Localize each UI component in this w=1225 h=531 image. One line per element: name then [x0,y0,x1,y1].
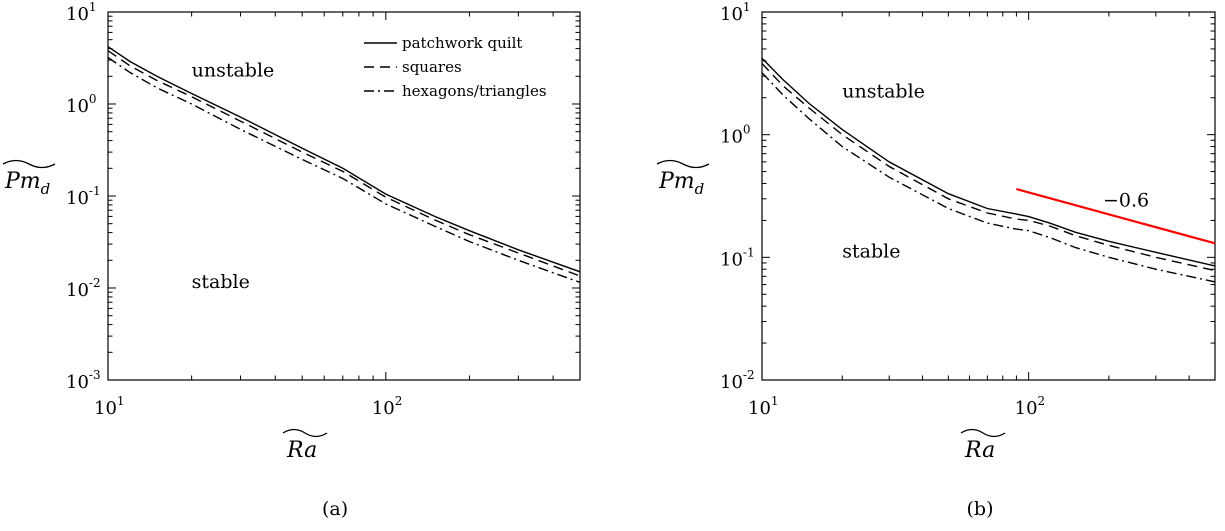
y-tick-label: 10-1 [720,245,755,270]
y-axis-label-main: Pm [4,169,41,194]
series-line-squares [108,50,580,277]
panel-label: (a) [322,498,348,520]
y-tick-exp: -1 [743,245,755,259]
plot-frame [107,11,581,381]
y-axis-label-main: Pm [658,169,695,194]
region-label-unstable: unstable [192,59,275,81]
y-tick-exp: -2 [89,276,101,290]
y-tick-base: 10 [720,4,743,25]
x-tick-label: 101 [94,394,125,419]
y-tick-label: 101 [66,0,97,25]
y-tick-label: 10-1 [66,184,101,209]
legend-entry: squares [402,58,462,76]
y-tick-label: 10-2 [720,368,755,393]
legend-entry: patchwork quilt [402,34,522,52]
x-tick-exp: 1 [771,394,779,408]
x-tick-base: 10 [748,398,771,419]
series-line-patchwork-quilt [108,46,580,273]
reference-slope-line [1016,188,1216,245]
y-tick-label: 100 [66,92,97,117]
y-axis-label-sub: d [695,180,705,198]
x-axis-label: Ra [964,438,995,463]
y-tick-exp: -1 [89,184,101,198]
y-tick-exp: 0 [743,123,751,137]
x-axis-label: Ra [286,438,317,463]
y-tick-base: 10 [720,249,743,270]
x-axis-label-tilde [960,428,1006,438]
y-tick-exp: -3 [89,368,101,382]
plot-frame [761,11,1216,381]
y-tick-label: 10-2 [66,276,101,301]
y-tick-base: 10 [66,188,89,209]
region-label-stable: stable [842,240,900,262]
y-tick-base: 10 [66,4,89,25]
legend-entry: hexagons/triangles [402,82,547,100]
y-tick-base: 10 [66,96,89,117]
y-axis-label: Pmd [4,169,50,198]
y-tick-exp: 0 [89,92,97,106]
x-tick-base: 10 [1015,398,1038,419]
x-tick-exp: 1 [117,394,125,408]
y-tick-base: 10 [720,372,743,393]
legend: patchwork quilt squares hexagons/triangles [364,34,547,100]
y-tick-label: 101 [720,0,751,25]
series-line-hexagons-triangles [108,56,580,284]
x-tick-exp: 2 [395,394,403,408]
x-tick-exp: 2 [1038,394,1046,408]
y-axis-label-tilde [2,159,56,169]
y-tick-exp: 1 [89,0,97,14]
panel-a: 101 10210110010-110-210-3RaPmdunstablesta… [2,0,581,520]
x-tick-label: 101 [748,394,779,419]
series-line-hexagons-triangles [762,72,1215,283]
panel-b: 101 10210110010-110-2RaPmdunstablestable−… [656,0,1216,520]
series-line-squares [762,63,1215,272]
y-tick-base: 10 [66,280,89,301]
x-tick-label: 102 [372,394,403,419]
series-line-patchwork-quilt [762,57,1215,267]
x-tick-label: 102 [1015,394,1046,419]
y-tick-label: 100 [720,123,751,148]
y-axis-label-tilde [656,159,710,169]
region-label-unstable: unstable [842,81,925,103]
y-tick-exp: -2 [743,368,755,382]
x-axis-label-tilde [282,428,328,438]
x-tick-base: 10 [372,398,395,419]
y-tick-exp: 1 [743,0,751,14]
x-tick-base: 10 [94,398,117,419]
slope-label: −0.6 [1103,189,1149,211]
y-tick-base: 10 [720,127,743,148]
y-axis-label-sub: d [41,180,51,198]
region-label-stable: stable [192,271,250,293]
panel-label: (b) [967,498,994,520]
y-axis-label: Pmd [658,169,704,198]
y-tick-label: 10-3 [66,368,101,393]
y-tick-base: 10 [66,372,89,393]
